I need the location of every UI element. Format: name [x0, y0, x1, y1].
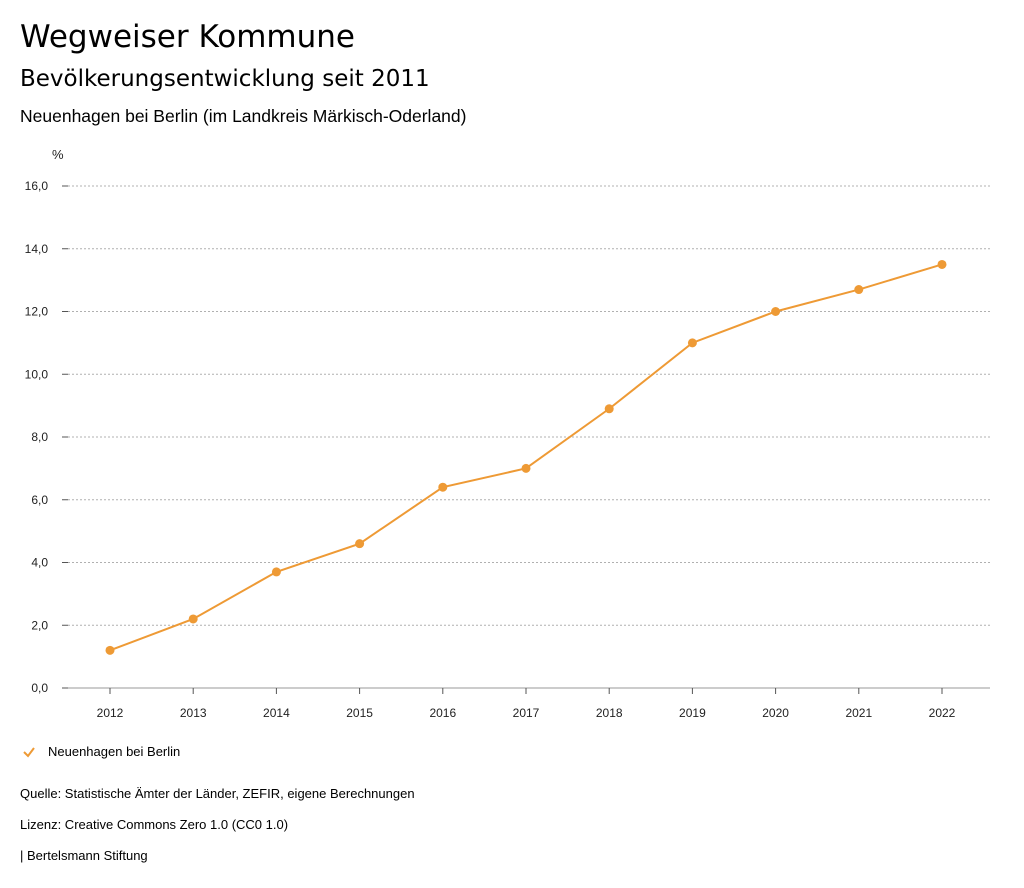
x-tick-label: 2021: [845, 706, 872, 720]
data-point: [687, 338, 697, 348]
publisher-note: | Bertelsmann Stiftung: [20, 848, 148, 863]
data-point: [105, 645, 115, 655]
x-tick-label: 2018: [596, 706, 623, 720]
x-tick-label: 2013: [180, 706, 207, 720]
region-label: Neuenhagen bei Berlin (im Landkreis Märk…: [20, 106, 467, 126]
x-tick-label: 2020: [762, 706, 789, 720]
x-tick-label: 2015: [346, 706, 373, 720]
y-tick-label: 8,0: [31, 430, 48, 444]
x-tick-label: 2022: [929, 706, 956, 720]
data-point: [271, 567, 281, 577]
y-tick-label: 4,0: [31, 556, 48, 570]
y-tick-label: 16,0: [25, 179, 49, 193]
y-tick-label: 14,0: [25, 242, 49, 256]
y-tick-label: 6,0: [31, 493, 48, 507]
x-tick-label: 2014: [263, 706, 290, 720]
x-tick-label: 2017: [513, 706, 540, 720]
y-tick-label: 12,0: [25, 305, 49, 319]
x-tick-label: 2019: [679, 706, 706, 720]
data-point: [937, 259, 947, 269]
y-axis-unit-label: %: [52, 147, 64, 162]
y-tick-label: 0,0: [31, 681, 48, 695]
data-point: [355, 539, 365, 549]
source-note: Quelle: Statistische Ämter der Länder, Z…: [20, 786, 415, 801]
data-point: [604, 404, 614, 414]
page-title: Wegweiser Kommune: [20, 19, 355, 55]
checkmark-icon: [23, 746, 35, 758]
data-point: [438, 482, 448, 492]
legend-label: Neuenhagen bei Berlin: [48, 744, 181, 759]
data-point: [188, 614, 198, 624]
license-note: Lizenz: Creative Commons Zero 1.0 (CC0 1…: [20, 817, 289, 832]
line-chart: % 0,0 2,0 4,0 6,0 8,0 10,0 12,0 14,0 16,0 2012 2013…: [25, 147, 990, 720]
data-point: [521, 463, 531, 473]
chart-subtitle: Bevölkerungsentwicklung seit 2011: [20, 66, 430, 92]
series-line: [109, 263, 943, 652]
y-tick-label: 2,0: [31, 618, 48, 632]
data-point: [854, 285, 864, 295]
legend[interactable]: Neuenhagen bei Berlin: [22, 744, 180, 759]
x-tick-label: 2016: [429, 706, 456, 720]
x-tick-label: 2012: [97, 706, 124, 720]
y-tick-label: 10,0: [25, 367, 49, 381]
data-point: [771, 307, 781, 316]
